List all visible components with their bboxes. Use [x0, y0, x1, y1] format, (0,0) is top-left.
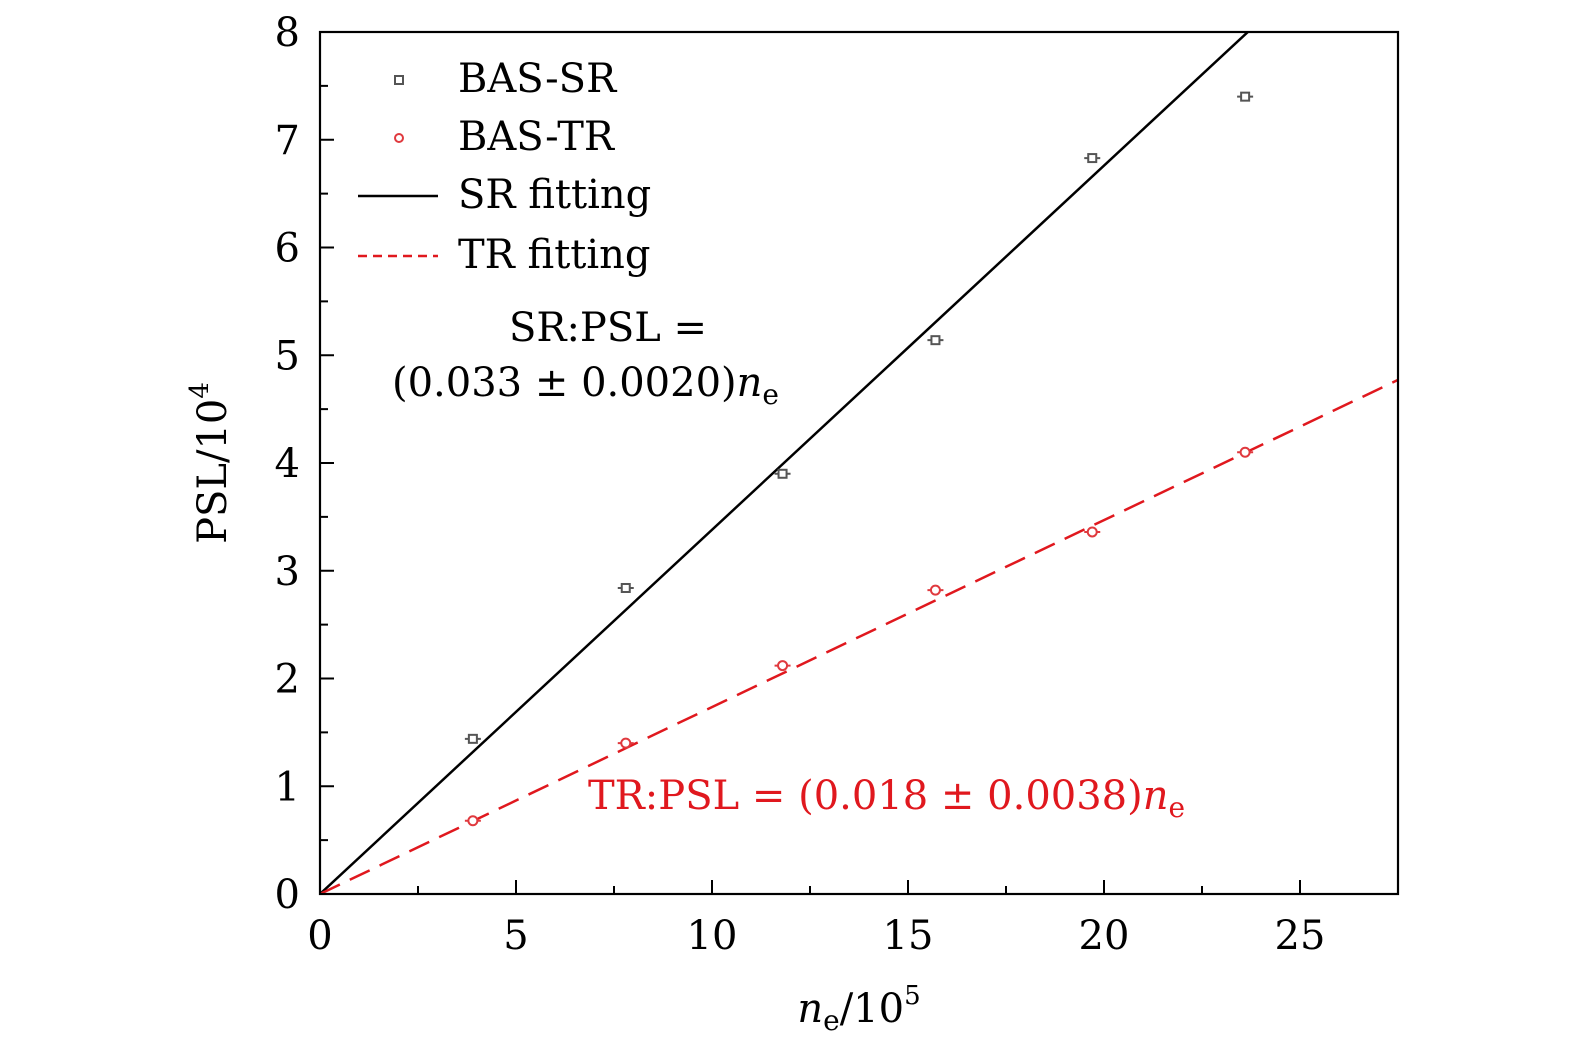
legend: BAS-SR BAS-TR SR fitting TR fitting — [358, 56, 651, 278]
legend-label-sr-fitting: SR fitting — [458, 172, 651, 218]
legend-square-marker — [394, 75, 404, 85]
y-tick-label: 2 — [275, 657, 300, 703]
tr-data-point — [1084, 526, 1101, 538]
sr-data-point — [1237, 91, 1254, 102]
y-axis-label: PSL/104 — [185, 382, 236, 544]
legend-circle-marker — [394, 133, 404, 143]
sr-fit-line — [320, 32, 1250, 894]
legend-label-bas-sr: BAS-SR — [458, 56, 618, 102]
y-tick-label: 8 — [275, 10, 300, 56]
legend-item-sr-fitting: SR fitting — [358, 172, 651, 218]
sr-data-point — [927, 335, 944, 346]
square-marker — [467, 733, 478, 744]
legend-item-bas-tr: BAS-TR — [394, 114, 616, 160]
y-tick-label: 1 — [275, 764, 300, 810]
tr-data-point — [464, 815, 481, 827]
x-tick-label: 5 — [503, 913, 528, 959]
plot-frame — [318, 30, 1400, 896]
sr-data-point — [774, 468, 791, 479]
square-marker — [1087, 153, 1098, 164]
square-marker — [1240, 91, 1251, 102]
tr-fit-line — [320, 378, 1398, 894]
x-tick-label: 0 — [307, 913, 332, 959]
x-tick-label: 25 — [1275, 913, 1326, 959]
square-marker — [620, 582, 631, 593]
y-tick-label: 7 — [275, 118, 300, 164]
sr-data-point — [617, 582, 634, 593]
tr-equation: TR:PSL = (0.018 ± 0.0038)ne — [588, 773, 1185, 824]
circle-marker — [777, 660, 789, 672]
circle-marker — [467, 815, 479, 827]
y-axis-ticks: 0 1 2 3 4 5 6 7 8 — [275, 10, 334, 918]
tr-data-point — [774, 660, 791, 672]
x-tick-label: 20 — [1079, 913, 1130, 959]
legend-item-tr-fitting: TR fitting — [358, 232, 651, 278]
sr-equation-line2: (0.033 ± 0.0020)ne — [392, 360, 779, 411]
y-tick-label: 4 — [275, 441, 300, 487]
legend-label-tr-fitting: TR fitting — [458, 232, 651, 278]
y-tick-label: 0 — [275, 872, 300, 918]
square-marker — [777, 468, 788, 479]
sr-data-point — [1084, 153, 1101, 164]
data-markers — [464, 91, 1254, 827]
circle-marker — [929, 584, 941, 596]
x-tick-label: 15 — [883, 913, 934, 959]
circle-marker — [1239, 446, 1251, 458]
tr-data-point — [1237, 446, 1254, 458]
y-tick-label: 3 — [275, 549, 300, 595]
fit-lines — [320, 32, 1398, 894]
circle-marker — [620, 737, 632, 749]
circle-marker — [1086, 526, 1098, 538]
x-axis-ticks: 0 5 10 15 20 25 — [307, 880, 1399, 959]
x-tick-label: 10 — [687, 913, 738, 959]
tr-data-point — [927, 584, 944, 596]
tr-data-point — [617, 737, 634, 749]
legend-item-bas-sr: BAS-SR — [394, 56, 618, 102]
square-marker — [930, 335, 941, 346]
sr-data-point — [464, 733, 481, 744]
y-tick-label: 6 — [275, 226, 300, 272]
sr-equation-line1: SR:PSL = — [509, 305, 707, 351]
y-tick-label: 5 — [275, 333, 300, 379]
legend-label-bas-tr: BAS-TR — [458, 114, 616, 160]
x-axis-label: ne/105 — [797, 981, 920, 1037]
